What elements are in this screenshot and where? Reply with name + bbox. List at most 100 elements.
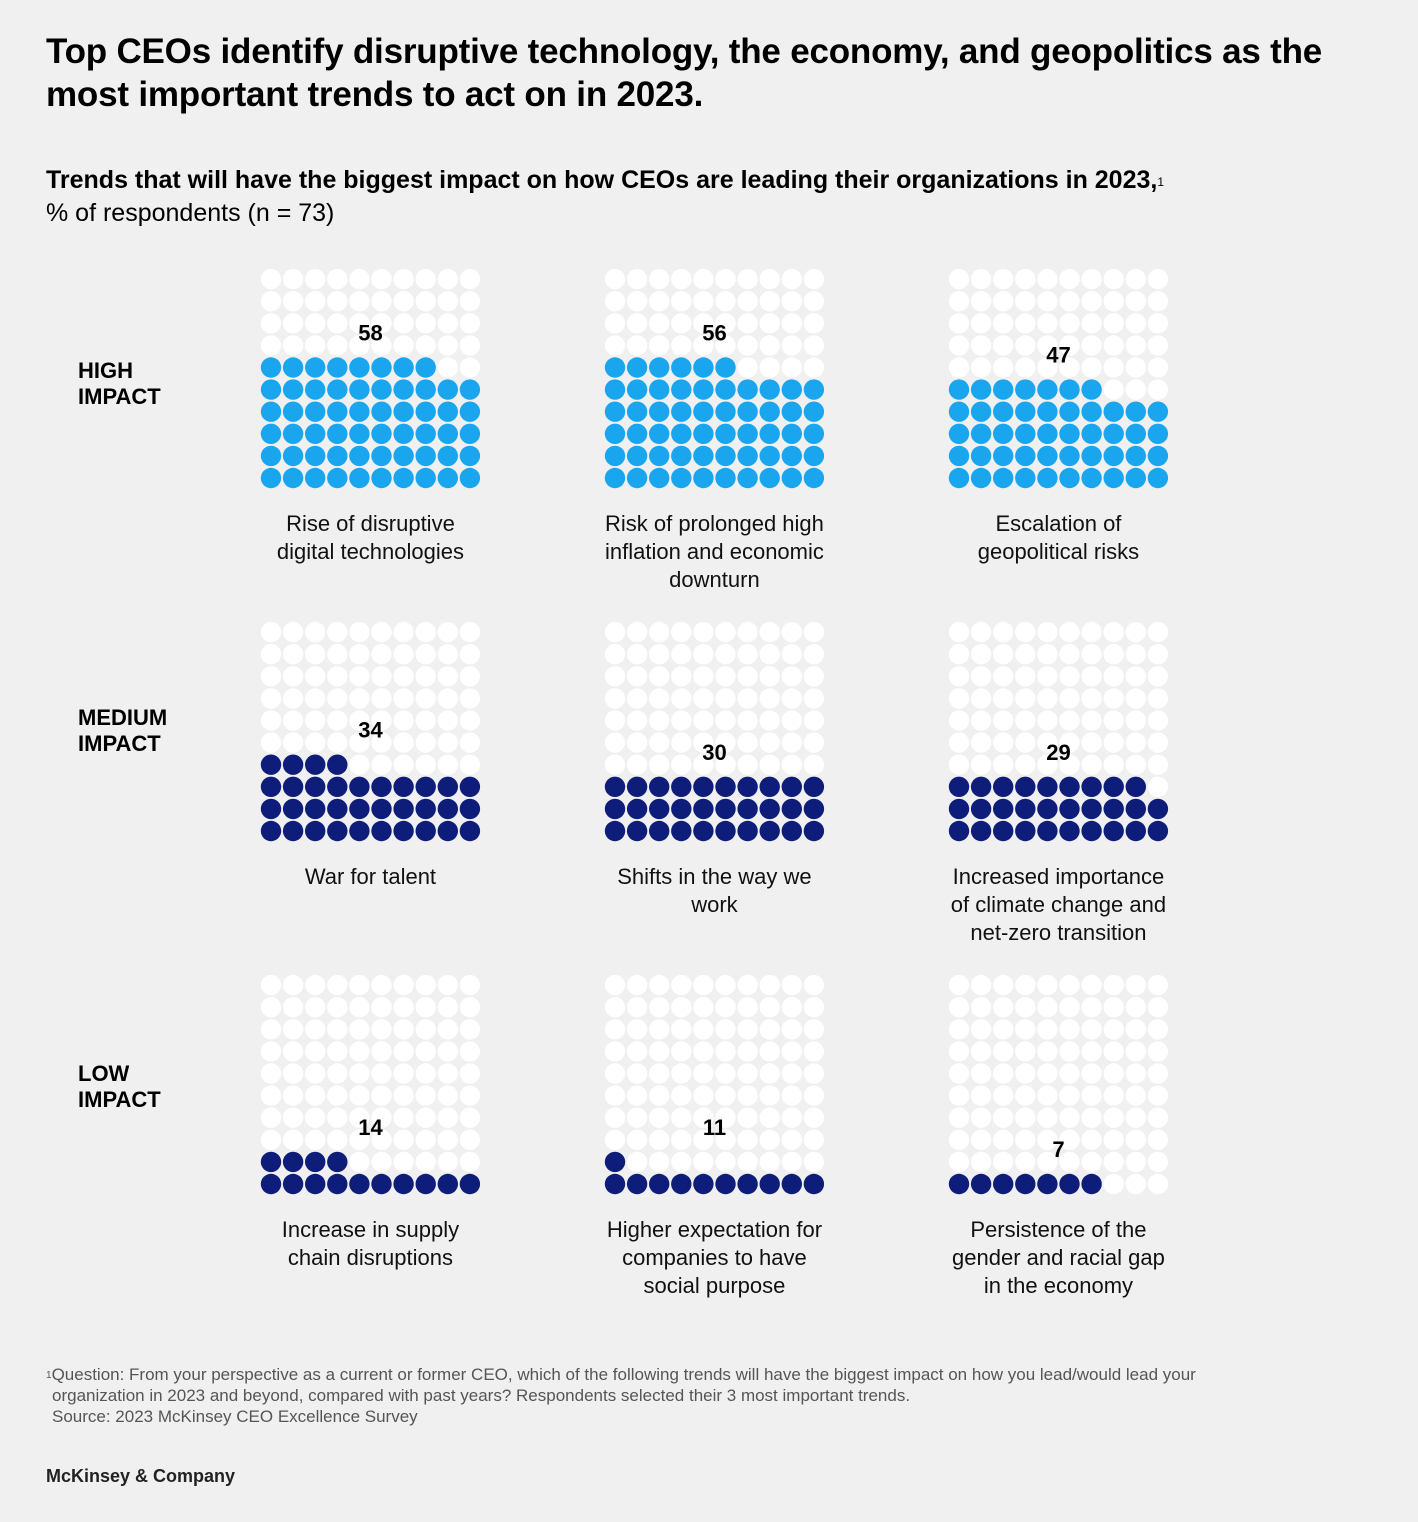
waffle-dot-filled — [327, 401, 348, 422]
waffle-dot-empty — [970, 754, 992, 775]
waffle-dot-empty — [626, 1041, 648, 1062]
waffle-dot-empty — [948, 357, 970, 378]
waffle-dot-empty — [715, 997, 736, 1018]
waffle-dot-empty — [671, 268, 692, 290]
waffle-dot-filled — [693, 379, 714, 400]
waffle-dot-empty — [393, 710, 414, 731]
waffle-dot-empty — [349, 997, 370, 1018]
waffle-dot-filled — [1103, 445, 1124, 467]
waffle-dot-empty — [993, 1129, 1014, 1151]
waffle-panel-2 — [604, 268, 825, 489]
waffle-dot-empty — [759, 313, 780, 334]
waffle-dot-filled — [282, 820, 304, 842]
waffle-dot-empty — [1059, 688, 1080, 709]
waffle-dot-empty — [1125, 1019, 1147, 1040]
waffle-dot-empty — [260, 1085, 282, 1106]
waffle-dot-empty — [1015, 313, 1036, 334]
waffle-dot-empty — [393, 1107, 414, 1128]
waffle-dot-filled — [437, 798, 458, 820]
waffle-dot-filled — [649, 798, 670, 820]
waffle-dot-empty — [371, 313, 392, 334]
waffle-dot-empty — [393, 754, 414, 775]
waffle-dot-filled — [393, 401, 414, 422]
waffle-dot-empty — [1059, 732, 1080, 753]
waffle-dot-empty — [693, 291, 714, 312]
waffle-dot-empty — [1015, 997, 1036, 1018]
category-label-3: Escalation of geopolitical risks — [908, 510, 1208, 566]
waffle-dot-empty — [415, 1151, 436, 1173]
waffle-dot-empty — [459, 357, 481, 378]
waffle-dot-filled — [803, 401, 825, 422]
waffle-dot-filled — [1037, 776, 1058, 797]
waffle-dot-empty — [737, 732, 758, 753]
waffle-dot-empty — [282, 688, 304, 709]
waffle-dot-empty — [282, 732, 304, 753]
waffle-dot-empty — [393, 1019, 414, 1040]
waffle-dot-filled — [371, 423, 392, 444]
waffle-dot-empty — [1015, 621, 1036, 643]
waffle-dot-empty — [327, 1107, 348, 1128]
waffle-dot-empty — [781, 688, 802, 709]
category-label-line: Persistence of the — [970, 1217, 1147, 1242]
waffle-dot-filled — [970, 423, 992, 444]
waffle-dot-filled — [626, 445, 648, 467]
waffle-dot-empty — [437, 754, 458, 775]
waffle-dot-filled — [1015, 1173, 1036, 1195]
waffle-dot-empty — [803, 291, 825, 312]
waffle-dot-filled — [282, 357, 304, 378]
waffle-dot-empty — [1103, 1063, 1124, 1084]
waffle-dot-empty — [327, 997, 348, 1018]
waffle-dot-empty — [305, 710, 326, 731]
waffle-dot-empty — [459, 1107, 481, 1128]
waffle-dot-filled — [693, 401, 714, 422]
waffle-dot-empty — [393, 268, 414, 290]
waffle-dot-empty — [437, 1041, 458, 1062]
waffle-dot-empty — [649, 268, 670, 290]
waffle-dot-empty — [626, 621, 648, 643]
waffle-dot-empty — [1125, 357, 1147, 378]
waffle-dot-empty — [1147, 1151, 1169, 1173]
waffle-dot-filled — [649, 445, 670, 467]
waffle-dot-filled — [415, 467, 436, 489]
waffle-dot-empty — [604, 335, 626, 356]
waffle-dot-empty — [737, 268, 758, 290]
waffle-dot-empty — [1125, 732, 1147, 753]
waffle-dot-empty — [604, 974, 626, 996]
waffle-dot-filled — [459, 379, 481, 400]
waffle-dot-filled — [459, 445, 481, 467]
waffle-dot-empty — [626, 291, 648, 312]
waffle-dot-empty — [993, 1085, 1014, 1106]
waffle-dot-empty — [604, 732, 626, 753]
waffle-dot-filled — [1125, 820, 1147, 842]
waffle-dot-empty — [649, 1063, 670, 1084]
waffle-dot-filled — [415, 798, 436, 820]
waffle-dot-empty — [1059, 710, 1080, 731]
waffle-dot-empty — [737, 974, 758, 996]
waffle-dot-empty — [459, 1085, 481, 1106]
waffle-dot-filled — [781, 820, 802, 842]
waffle-value-label: 7 — [1052, 1137, 1064, 1162]
waffle-dot-empty — [459, 1019, 481, 1040]
waffle-dot-empty — [604, 710, 626, 731]
waffle-dot-empty — [1059, 997, 1080, 1018]
waffle-dot-empty — [1147, 291, 1169, 312]
waffle-dot-filled — [649, 776, 670, 797]
waffle-dot-filled — [305, 401, 326, 422]
waffle-dot-filled — [803, 379, 825, 400]
waffle-dot-empty — [737, 754, 758, 775]
waffle-dot-filled — [282, 401, 304, 422]
waffle-value-label: 30 — [702, 740, 726, 765]
category-label-2: Risk of prolonged high inflation and econ… — [564, 510, 864, 594]
category-label-line: War for talent — [304, 864, 437, 889]
waffle-dot-filled — [715, 820, 736, 842]
waffle-dot-empty — [260, 1129, 282, 1151]
waffle-dot-empty — [948, 666, 970, 687]
waffle-dot-empty — [604, 291, 626, 312]
waffle-dot-empty — [781, 644, 802, 665]
waffle-dot-filled — [803, 776, 825, 797]
waffle-dot-empty — [305, 291, 326, 312]
waffle-dot-empty — [993, 1019, 1014, 1040]
waffle-dot-empty — [282, 974, 304, 996]
waffle-dot-empty — [349, 974, 370, 996]
waffle-dot-filled — [305, 423, 326, 444]
